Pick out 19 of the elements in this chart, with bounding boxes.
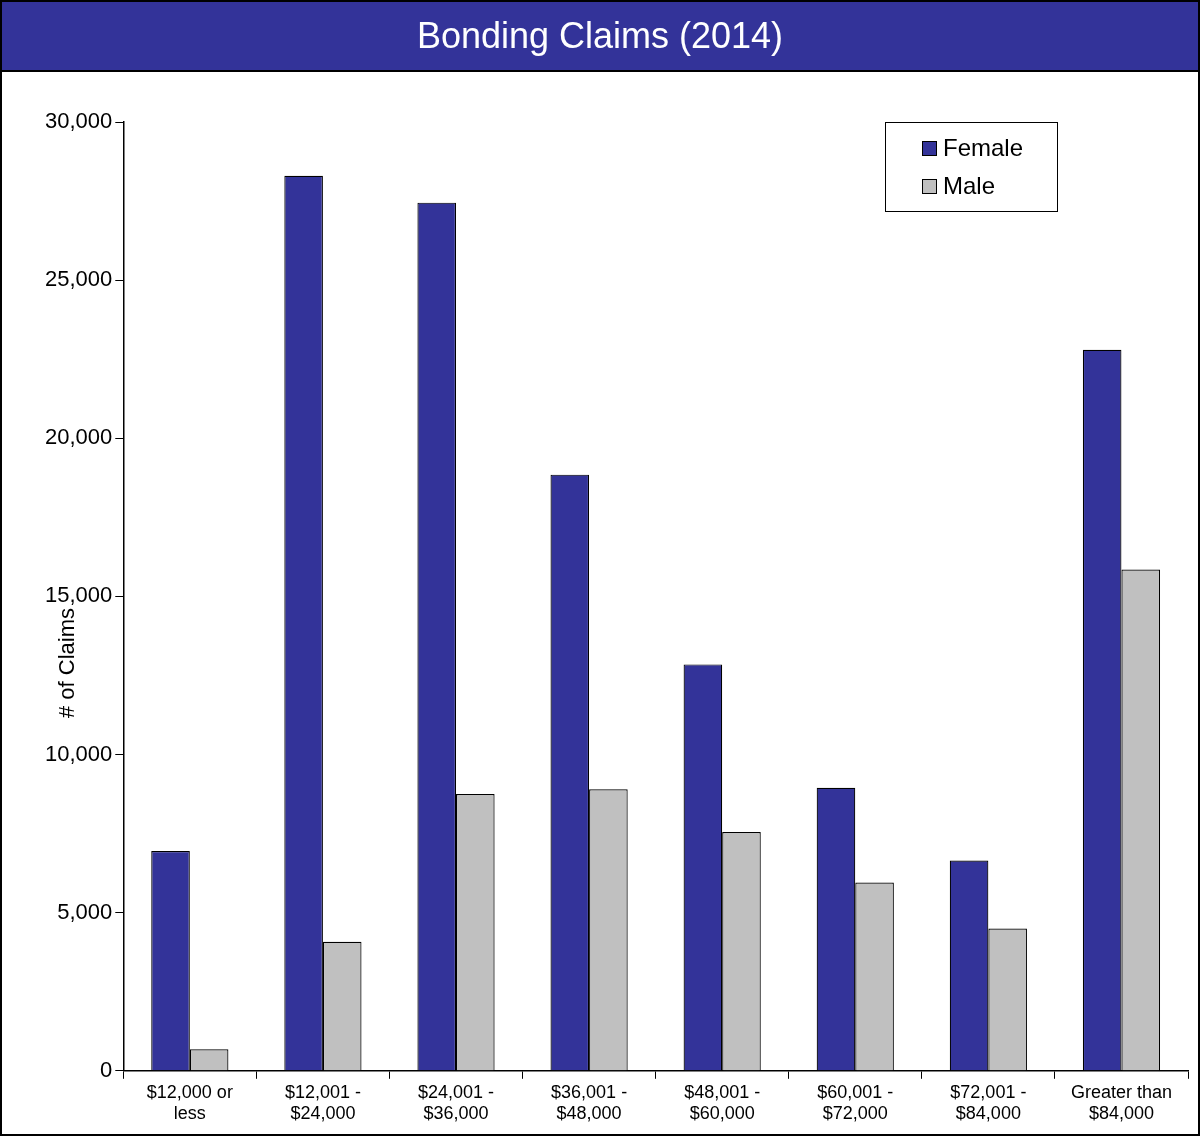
y-tick-label: 0 [100, 1056, 113, 1082]
x-tick-label: $24,001 - $36,000 [417, 1081, 495, 1124]
chart-title: Bonding Claims (2014) [2, 2, 1198, 72]
legend-label: Female [943, 134, 1024, 161]
y-tick-label: 15,000 [44, 582, 113, 608]
y-tick-label: 25,000 [44, 266, 113, 292]
x-tick-label: $60,001 - $72,000 [817, 1081, 894, 1124]
x-tick-label: $12,001 - $24,000 [284, 1081, 361, 1124]
y-axis-title: # of Claims [54, 607, 80, 719]
y-tick-label: 10,000 [44, 740, 113, 766]
x-tick-label: $12,000 or less [146, 1081, 233, 1124]
x-tick-label: $36,001 - $48,000 [551, 1081, 628, 1124]
y-tick-label: 5,000 [57, 898, 113, 924]
legend-label: Male [943, 172, 996, 199]
y-tick-label: 30,000 [44, 108, 113, 134]
x-tick-label: $72,001 - $84,000 [950, 1081, 1027, 1124]
y-tick-label: 20,000 [44, 424, 113, 450]
x-tick-label: $48,001 - $60,000 [684, 1081, 761, 1124]
x-tick-label: Greater than $84,000 [1070, 1081, 1172, 1124]
